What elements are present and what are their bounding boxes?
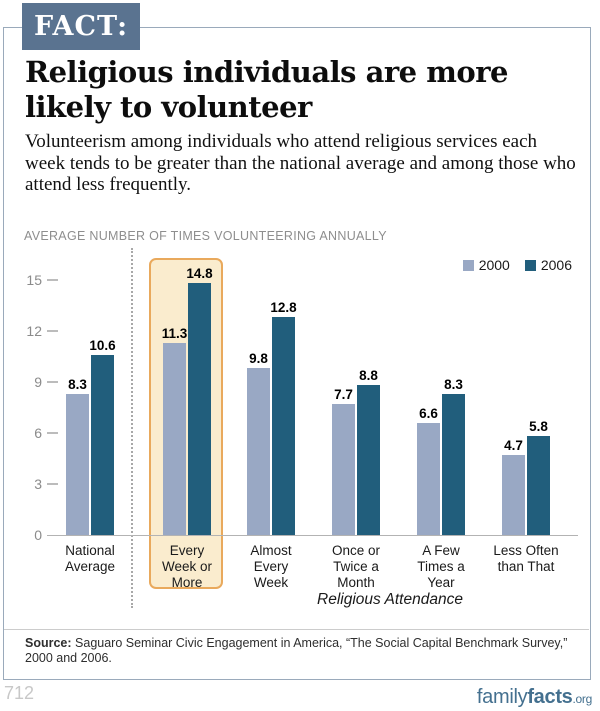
chart-legend: 2000 2006	[462, 257, 572, 273]
source-note: Source: Saguaro Seminar Civic Engagement…	[25, 636, 577, 666]
bar-value-2006-once-or-twice-a-month: 8.8	[359, 368, 378, 383]
x-tick-label-a-few-times-a-year: A Few Times a Year	[417, 543, 465, 590]
source-label: Source:	[25, 636, 72, 650]
logo-family: family	[476, 686, 528, 708]
page-number: 712	[4, 683, 35, 703]
bar-value-2000-less-often-than-that: 4.7	[504, 438, 523, 453]
x-tick-label-less-often-than-that: Less Often than That	[493, 543, 559, 574]
bar-value-2000-once-or-twice-a-month: 7.7	[334, 387, 353, 402]
national-average-separator-line	[131, 248, 133, 608]
fact-badge: FACT:	[22, 3, 140, 50]
page-title: Religious individuals are more likely to…	[25, 55, 508, 124]
bar-value-2006-national-average: 10.6	[89, 338, 116, 353]
x-tick-label-every-week-or-more: Every Week or More	[161, 543, 213, 590]
bar-2000-national-average	[66, 394, 89, 535]
bar-2000-every-week-or-more	[163, 343, 186, 535]
legend-swatch-2006	[524, 259, 536, 271]
x-tick-label-once-or-twice-a-month: Once or Twice a Month	[331, 543, 381, 590]
y-tick-label-15: 15	[26, 272, 42, 288]
bar-2006-almost-every-week	[272, 317, 295, 535]
x-axis-title: Religious Attendance	[317, 591, 463, 608]
bar-value-2000-almost-every-week: 9.8	[249, 351, 268, 366]
bar-value-2000-a-few-times-a-year: 6.6	[419, 406, 438, 421]
source-text: Saguaro Seminar Civic Engagement in Amer…	[25, 636, 568, 665]
bar-value-2006-almost-every-week: 12.8	[270, 300, 297, 315]
chart-heading: AVERAGE NUMBER OF TIMES VOLUNTEERING ANN…	[24, 229, 387, 243]
source-divider-line	[4, 629, 589, 630]
bar-value-2000-every-week-or-more: 11.3	[161, 326, 188, 341]
logo-facts: facts	[527, 686, 573, 708]
fact-badge-label: FACT:	[33, 11, 129, 42]
y-tick-label-0: 0	[34, 527, 42, 543]
y-tick-mark-3	[47, 483, 58, 485]
bar-2000-a-few-times-a-year	[417, 423, 440, 535]
bar-value-2006-a-few-times-a-year: 8.3	[444, 377, 463, 392]
bar-2000-almost-every-week	[247, 368, 270, 535]
x-axis-line	[47, 535, 578, 536]
bar-2006-once-or-twice-a-month	[357, 385, 380, 535]
y-tick-mark-12	[47, 330, 58, 332]
bar-value-2000-national-average: 8.3	[68, 377, 87, 392]
legend-item-2006: 2006	[524, 257, 572, 273]
y-tick-mark-9	[47, 381, 58, 383]
bar-2006-every-week-or-more	[188, 283, 211, 535]
fact-card	[3, 27, 591, 680]
bar-2006-less-often-than-that	[527, 436, 550, 535]
y-tick-label-3: 3	[34, 476, 42, 492]
bar-2000-once-or-twice-a-month	[332, 404, 355, 535]
y-tick-label-6: 6	[34, 425, 42, 441]
familyfacts-logo: familyfacts.org	[477, 686, 592, 709]
highlight-box-every-week-or-more	[149, 258, 223, 589]
legend-swatch-2000	[462, 259, 474, 271]
bar-2006-a-few-times-a-year	[442, 394, 465, 535]
legend-label-2006: 2006	[540, 257, 572, 273]
x-tick-label-almost-every-week: Almost Every Week	[250, 543, 292, 590]
y-tick-mark-6	[47, 432, 58, 434]
page-subtitle: Volunteerism among individuals who atten…	[25, 131, 576, 195]
bar-value-2006-every-week-or-more: 14.8	[186, 266, 213, 281]
bar-2006-national-average	[91, 355, 114, 535]
legend-label-2000: 2000	[478, 257, 510, 273]
logo-org: .org	[572, 692, 593, 706]
y-tick-mark-15	[47, 279, 58, 281]
bar-value-2006-less-often-than-that: 5.8	[529, 419, 548, 434]
x-tick-label-national-average: National Average	[64, 543, 116, 574]
y-tick-label-9: 9	[34, 374, 42, 390]
legend-item-2000: 2000	[462, 257, 510, 273]
bar-2000-less-often-than-that	[502, 455, 525, 535]
y-tick-label-12: 12	[26, 323, 42, 339]
